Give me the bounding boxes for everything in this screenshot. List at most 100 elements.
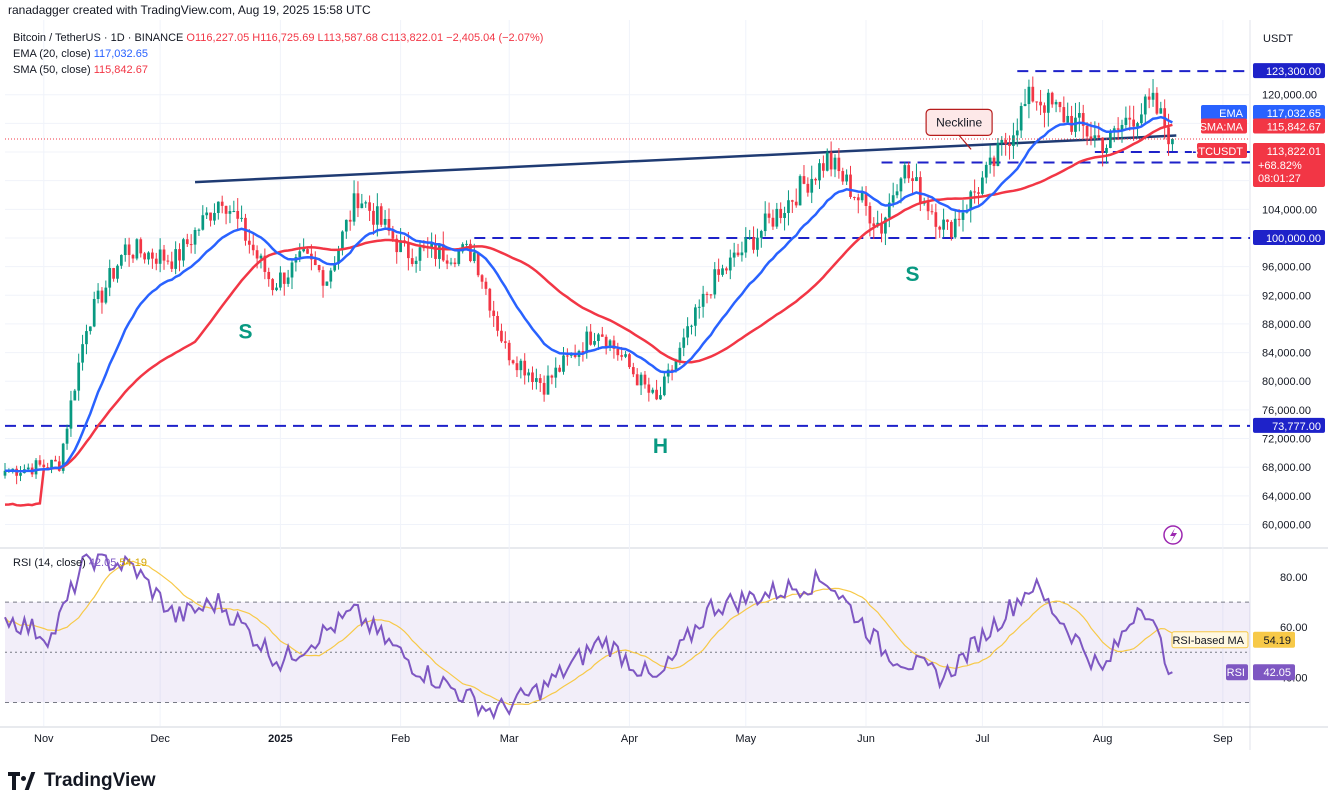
price-tick-label: 76,000.00 — [1262, 405, 1311, 417]
price-tick-label: 68,000.00 — [1262, 462, 1311, 474]
candle — [1050, 92, 1054, 105]
time-tick-label: May — [735, 733, 756, 745]
candle — [189, 244, 193, 246]
rsi-legend[interactable]: RSI (14, close) 42.05 54.19 — [13, 557, 147, 569]
tradingview-logo: TradingView — [8, 770, 156, 792]
candle — [837, 157, 841, 172]
candle — [515, 363, 519, 371]
candle — [170, 261, 174, 269]
candle — [918, 177, 922, 204]
candle — [375, 206, 379, 225]
candle — [112, 268, 115, 279]
candle — [643, 374, 647, 385]
candle — [383, 218, 387, 225]
time-tick-label: Dec — [150, 733, 170, 745]
candle — [123, 244, 127, 256]
candle — [589, 331, 593, 345]
candle — [531, 372, 534, 383]
candle — [26, 467, 30, 470]
ohlc-values: O116,227.05 H116,725.69 L113,587.68 C113… — [186, 32, 544, 44]
candle — [368, 202, 371, 211]
rsi-ma-value-badge-bg — [1253, 631, 1295, 648]
price-tick-label: 72,000.00 — [1262, 434, 1311, 446]
candle — [306, 249, 309, 254]
candle — [1112, 128, 1116, 131]
legend-sma-row[interactable]: SMA (50, close) 115,842.67 — [13, 62, 543, 78]
rsi-value-badge-bg — [1253, 664, 1295, 681]
candle — [1023, 104, 1027, 107]
currency-unit[interactable]: USDT — [1263, 33, 1293, 45]
candle — [1054, 101, 1058, 105]
candle — [1066, 115, 1070, 123]
sma-label: SMA (50, close) — [13, 64, 91, 76]
candle — [251, 244, 255, 251]
candle — [348, 219, 352, 222]
candle — [934, 212, 938, 227]
rsi-overbought-oversold-band — [5, 602, 1250, 703]
btc-name-badge: BTCUSDT — [1191, 146, 1243, 158]
time-tick-label: Aug — [1093, 733, 1113, 745]
candle — [1008, 143, 1011, 146]
price-tick-label: 120,000.00 — [1262, 90, 1317, 102]
candle — [407, 242, 410, 259]
candle — [655, 389, 658, 400]
rsi-ma-name-badge-bg — [1171, 631, 1249, 649]
candle — [841, 171, 845, 182]
candle — [899, 178, 903, 192]
candle — [763, 213, 767, 232]
candle — [1093, 135, 1097, 140]
grid — [5, 20, 1250, 726]
candle — [790, 200, 794, 202]
candle — [659, 395, 662, 400]
candle — [728, 257, 732, 271]
candle — [205, 212, 209, 216]
candle — [127, 244, 131, 255]
candle — [926, 201, 930, 212]
candle — [705, 293, 709, 295]
candle — [981, 177, 984, 194]
candle — [275, 287, 278, 291]
candle — [775, 208, 779, 227]
candle — [480, 275, 484, 282]
attribution-line: ranadagger created with TradingView.com,… — [8, 3, 371, 17]
candle — [635, 374, 639, 386]
candle — [108, 268, 112, 288]
candle — [139, 239, 143, 254]
candle — [65, 428, 69, 444]
candle — [143, 253, 146, 260]
candle — [709, 294, 713, 296]
candle — [942, 219, 945, 230]
candle — [794, 201, 798, 206]
legend-symbol-row[interactable]: Bitcoin / TetherUS · 1D · BINANCE O116,2… — [13, 30, 543, 46]
candle — [476, 252, 480, 276]
candle — [232, 210, 236, 212]
candle — [271, 279, 274, 291]
candle — [147, 252, 150, 260]
candle — [670, 369, 674, 371]
price-badges: 123,300.00112,000.00110,530.00100,000.00… — [5, 63, 1325, 681]
rsi-ma-value: 54.19 — [119, 557, 147, 569]
level-badge-bg — [1253, 229, 1325, 245]
candle — [61, 443, 65, 471]
candle — [279, 272, 282, 288]
sma-name-badge: SMA:MA — [1200, 121, 1244, 133]
sma-value-badge-bg — [1253, 118, 1325, 134]
candle — [1031, 86, 1035, 102]
candle — [752, 237, 755, 250]
candle — [856, 197, 860, 201]
candle — [236, 210, 240, 219]
legend-ema-row[interactable]: EMA (20, close) 117,032.65 — [13, 46, 543, 62]
level-badge: 100,000.00 — [1266, 233, 1321, 245]
candle — [961, 212, 965, 220]
candle — [224, 205, 228, 214]
candle — [220, 201, 224, 206]
sma-name-badge-bg — [1201, 118, 1247, 134]
candle — [158, 249, 162, 264]
price-tick-label: 60,000.00 — [1262, 520, 1311, 532]
rsi-name-badge: RSI — [1227, 667, 1245, 679]
candle — [810, 178, 814, 193]
candle — [228, 211, 232, 214]
candle — [313, 259, 317, 266]
candle — [1019, 106, 1023, 131]
